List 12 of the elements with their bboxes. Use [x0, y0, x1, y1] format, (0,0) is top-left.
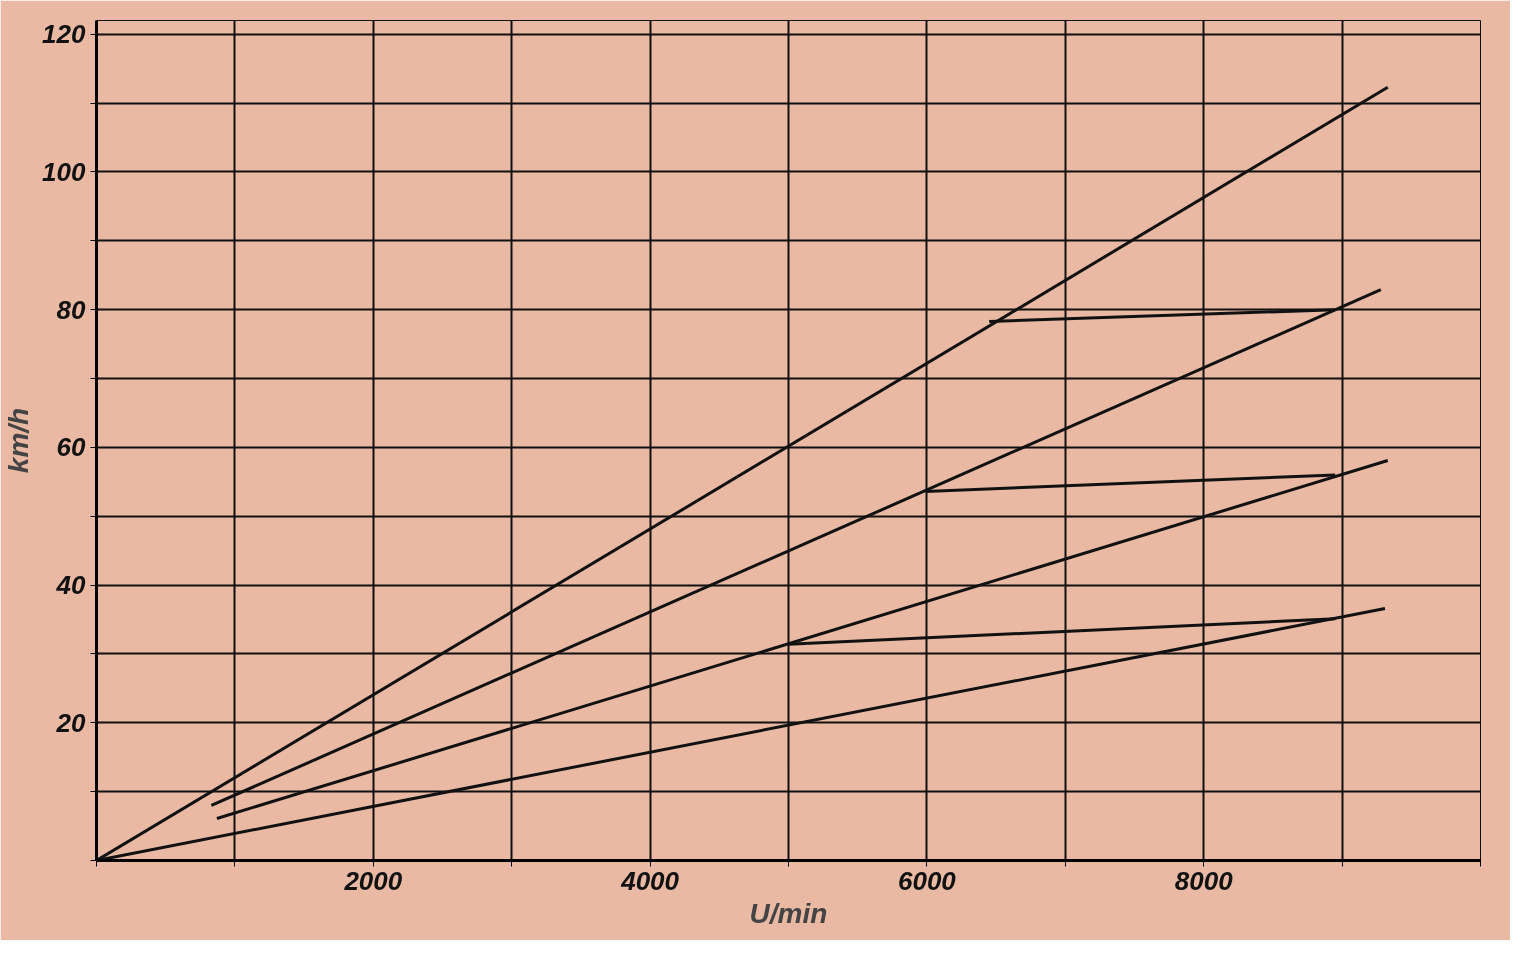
x-axis-title: U/min — [749, 897, 828, 929]
y-tick-label: 20 — [55, 707, 87, 738]
x-tick-label: 2000 — [343, 865, 403, 896]
x-tick-label: 8000 — [1174, 865, 1234, 896]
x-tick-label: 6000 — [897, 865, 957, 896]
x-tick-label: 4000 — [620, 865, 680, 896]
y-tick-label: 120 — [42, 19, 87, 50]
y-tick-label: 60 — [56, 432, 87, 463]
y-tick-label: 100 — [42, 156, 87, 187]
y-axis-title: km/h — [3, 407, 35, 474]
y-tick-label: 40 — [55, 570, 87, 601]
y-tick-label: 80 — [56, 294, 87, 325]
